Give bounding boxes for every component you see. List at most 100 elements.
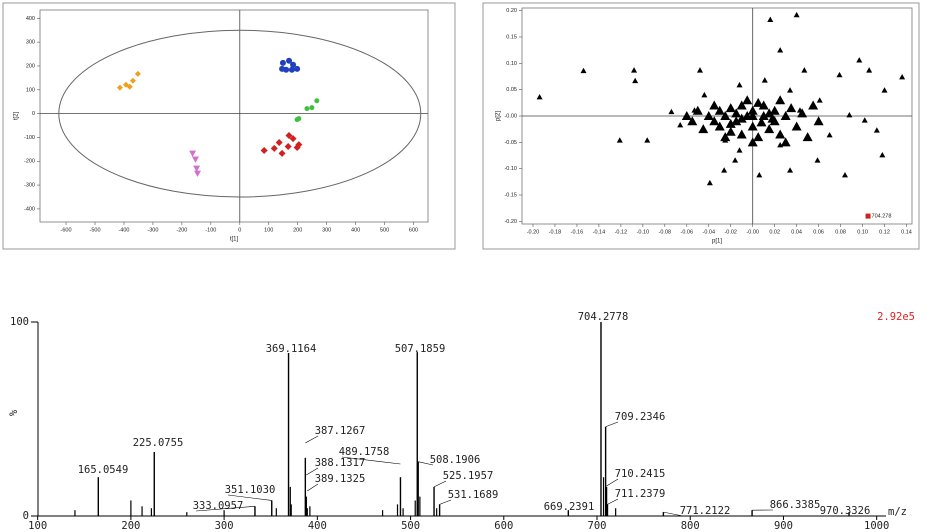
point — [769, 105, 780, 115]
point — [826, 131, 833, 138]
peak-label: 165.0549 — [78, 464, 129, 476]
point — [294, 117, 300, 123]
point — [191, 156, 199, 163]
panel-frame — [2, 2, 456, 250]
point — [767, 16, 774, 22]
y-tick-label: 0.15 — [506, 34, 517, 40]
point — [753, 97, 764, 107]
point — [701, 91, 708, 98]
point — [309, 105, 315, 111]
x-tick-label: 500 — [380, 227, 389, 233]
point — [288, 66, 295, 73]
point — [742, 95, 753, 105]
point — [279, 59, 286, 66]
peak-label: 709.2346 — [615, 411, 666, 423]
point — [801, 67, 808, 73]
point — [780, 111, 791, 120]
peak-label: 508.1906 — [430, 454, 481, 466]
point — [314, 98, 320, 104]
x-tick-label: 400 — [351, 227, 360, 233]
point — [780, 137, 791, 147]
x-tick-label: -0.02 — [724, 229, 737, 235]
x-tick-label: 0.12 — [879, 229, 890, 235]
point — [756, 117, 767, 127]
point — [725, 103, 736, 113]
peak-label: 489.1758 — [339, 446, 390, 458]
point — [787, 167, 794, 173]
point — [116, 84, 123, 91]
point — [866, 67, 873, 73]
point — [731, 116, 742, 126]
point — [816, 97, 823, 103]
point — [841, 172, 848, 178]
point — [764, 124, 775, 134]
x-tick-label: 300 — [215, 520, 234, 532]
x-tick-label: -0.12 — [615, 229, 628, 235]
point — [285, 132, 293, 140]
x-tick-label: -0.08 — [659, 229, 672, 235]
y-tick-label: 400 — [26, 16, 35, 22]
point — [714, 121, 725, 131]
peak-label: 970.3326 — [820, 505, 871, 517]
x-tick-label: -300 — [147, 227, 158, 233]
x-tick-label: -0.18 — [549, 229, 562, 235]
point — [189, 150, 197, 157]
point — [808, 100, 819, 110]
annotation-marker — [865, 213, 871, 219]
y-tick-label: 100 — [26, 87, 35, 93]
x-tick-label: 600 — [409, 227, 418, 233]
point — [731, 108, 742, 118]
point — [813, 116, 824, 126]
scale-annotation: 2.92e5 — [877, 311, 915, 323]
point — [714, 105, 725, 115]
y-tick-label: 300 — [26, 40, 35, 46]
point — [304, 106, 310, 112]
y-tick-label: -0.15 — [504, 192, 517, 198]
point — [260, 147, 268, 155]
point — [286, 57, 293, 64]
x-tick-label: 0 — [238, 227, 241, 233]
point — [747, 137, 758, 147]
point — [721, 167, 728, 173]
peak-label: 507.1859 — [395, 343, 446, 355]
x-tick-label: -500 — [90, 227, 101, 233]
point — [786, 103, 797, 113]
point — [580, 67, 587, 74]
x-axis-label: m/z — [888, 506, 907, 518]
point — [696, 67, 703, 73]
point — [720, 111, 731, 120]
x-tick-label: -100 — [205, 227, 216, 233]
peak-label: 710.2415 — [615, 468, 666, 480]
point — [736, 147, 743, 153]
point — [129, 77, 136, 84]
point — [758, 111, 769, 120]
peak-label: 388.1317 — [315, 457, 366, 469]
point — [787, 87, 794, 93]
annotation: 704.278 — [872, 214, 892, 220]
peak-label: 387.1267 — [315, 425, 366, 437]
leader-line — [341, 456, 401, 465]
y-tick-label: -200 — [24, 159, 35, 165]
x-tick-label: 200 — [293, 227, 302, 233]
x-tick-label: 300 — [322, 227, 331, 233]
point — [873, 127, 880, 133]
peak-label: 771.2122 — [680, 505, 731, 517]
point — [861, 117, 868, 123]
y-axis-label: p[2] — [496, 111, 502, 121]
point — [698, 124, 709, 134]
y-tick-label: 200 — [26, 63, 35, 69]
leader-line — [433, 480, 447, 488]
x-tick-label: 1000 — [864, 520, 889, 532]
point — [270, 144, 278, 152]
y-tick-label: -0.20 — [504, 219, 517, 225]
leader-line — [663, 511, 684, 517]
x-tick-label: 100 — [28, 520, 47, 532]
y-tick-label: 0.20 — [506, 8, 517, 14]
point — [879, 151, 886, 158]
y-tick-label: 0 — [23, 510, 29, 522]
point — [736, 100, 747, 110]
point — [284, 142, 292, 150]
leader-line — [195, 506, 255, 512]
peak-label: 531.1689 — [448, 489, 499, 501]
